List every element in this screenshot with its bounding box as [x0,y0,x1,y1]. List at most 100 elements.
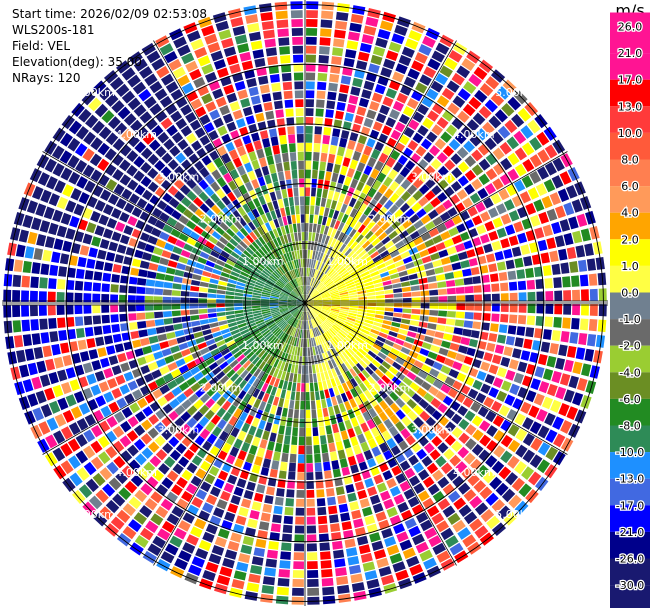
velocity-gate [496,367,508,378]
velocity-gate [486,425,498,437]
velocity-gate [500,213,512,225]
velocity-gate [496,86,511,100]
velocity-gate [579,195,592,210]
velocity-gate [536,409,548,422]
velocity-gate [494,344,505,355]
velocity-gate [436,95,450,108]
velocity-gate [391,278,401,284]
velocity-gate [345,370,354,380]
velocity-gate [444,219,455,230]
velocity-gate [377,378,387,389]
velocity-gate [449,194,461,205]
velocity-gate [589,226,600,240]
velocity-gate [474,294,483,302]
velocity-gate [422,117,434,129]
velocity-gate [349,368,357,378]
velocity-gate [504,394,516,406]
colorbar-tick-label: 21.0 [618,47,643,60]
velocity-gate [426,88,439,101]
velocity-gate [455,353,466,363]
velocity-gate [333,277,342,284]
velocity-gate [318,325,325,334]
velocity-gate [405,241,416,250]
velocity-gate [329,288,338,294]
velocity-gate [491,240,502,251]
velocity-gate [456,146,469,159]
velocity-gate [427,209,439,220]
velocity-gate [494,109,508,123]
velocity-gate [364,281,374,287]
velocity-gate [359,42,372,53]
colorbar-tick-label: -2.0 [619,340,640,353]
velocity-gate [381,324,391,330]
velocity-gate [405,336,415,344]
velocity-gate [421,232,432,242]
velocity-gate [438,296,448,302]
velocity-gate [468,96,482,110]
velocity-gates [3,1,607,605]
velocity-gate [469,495,483,509]
velocity-gate [425,329,436,337]
velocity-gate [379,104,390,116]
velocity-gate [358,192,367,203]
velocity-gate [482,121,495,135]
velocity-gate [335,11,349,21]
velocity-gate [543,179,556,193]
velocity-gate [348,266,357,274]
velocity-gate [310,277,315,287]
velocity-gate [306,285,309,295]
velocity-gate [330,218,337,228]
velocity-gate [342,66,353,76]
velocity-gate [485,492,499,506]
velocity-gate [537,149,550,163]
velocity-gate [334,346,342,355]
velocity-gate [391,376,402,386]
velocity-gate [339,291,349,296]
velocity-gate [527,187,540,200]
velocity-gate [534,366,545,378]
velocity-gate [350,329,359,337]
velocity-gate [349,253,358,261]
velocity-gate [317,314,325,322]
velocity-gate [305,303,314,305]
velocity-gate [537,239,548,252]
velocity-gate [305,108,314,117]
velocity-gate [437,317,447,325]
velocity-gate [490,92,505,107]
velocity-gate [443,448,455,460]
velocity-gate [421,96,434,108]
velocity-gate [305,187,311,197]
velocity-gate [451,117,464,130]
velocity-gate [471,149,483,162]
velocity-gate [352,406,362,417]
velocity-gate [462,397,474,408]
velocity-gate [316,99,325,108]
velocity-gate [386,478,397,489]
velocity-gate [311,309,318,316]
velocity-gate [560,437,574,452]
velocity-gate [518,292,527,302]
velocity-gate [490,323,499,332]
velocity-gate [327,268,335,277]
velocity-gate [457,161,470,173]
velocity-gate [450,180,462,192]
velocity-gate [458,432,470,445]
velocity-gate [320,274,328,283]
velocity-gate [488,207,499,219]
velocity-gate [361,34,375,45]
velocity-gate [346,186,355,197]
velocity-gate [500,450,513,464]
velocity-gate [346,264,355,272]
velocity-gate [372,254,382,263]
velocity-gate [306,1,319,10]
velocity-gate [329,339,337,348]
velocity-gate [376,335,386,343]
velocity-gate [549,192,561,206]
velocity-gate [325,109,334,118]
velocity-gate [439,34,454,48]
velocity-gate [398,54,412,67]
velocity-gate [332,47,344,57]
velocity-gate [341,327,350,334]
velocity-gate [406,371,417,381]
velocity-gate [440,365,452,375]
